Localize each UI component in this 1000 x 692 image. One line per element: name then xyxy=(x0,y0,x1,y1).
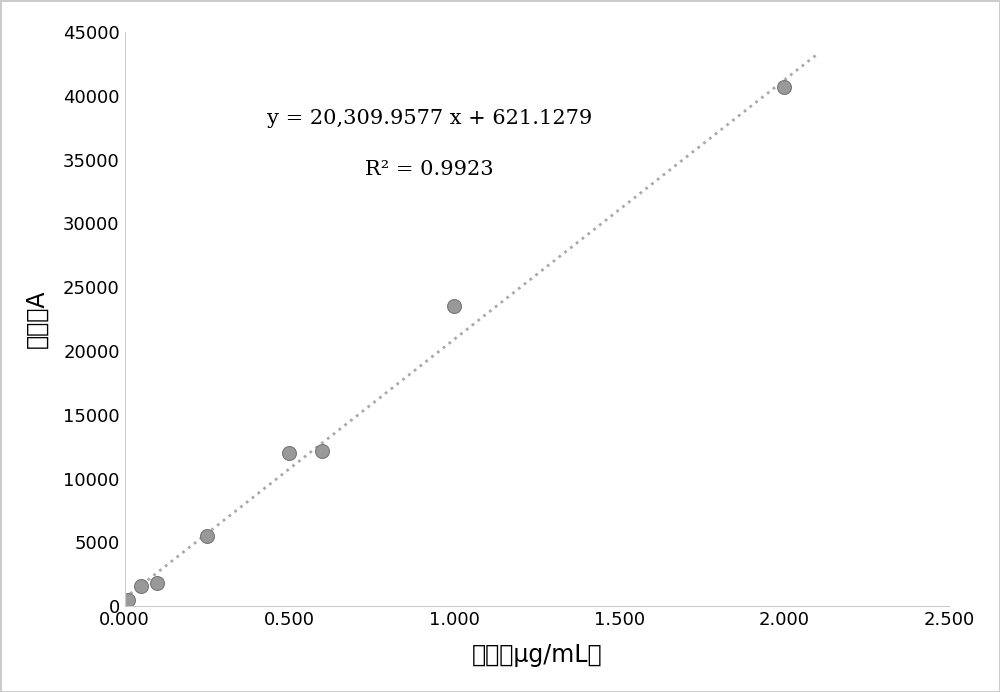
Point xyxy=(446,301,462,312)
Point xyxy=(120,594,136,606)
Point xyxy=(133,581,149,592)
Y-axis label: 峰面积A: 峰面积A xyxy=(25,290,49,348)
Point xyxy=(314,445,330,456)
Text: R² = 0.9923: R² = 0.9923 xyxy=(365,161,494,179)
Point xyxy=(281,448,297,459)
Point xyxy=(776,82,792,93)
X-axis label: 浓度（μg/mL）: 浓度（μg/mL） xyxy=(472,643,602,667)
Point xyxy=(199,531,215,542)
Point xyxy=(149,578,165,589)
Text: y = 20,309.9577 x + 621.1279: y = 20,309.9577 x + 621.1279 xyxy=(267,109,592,127)
